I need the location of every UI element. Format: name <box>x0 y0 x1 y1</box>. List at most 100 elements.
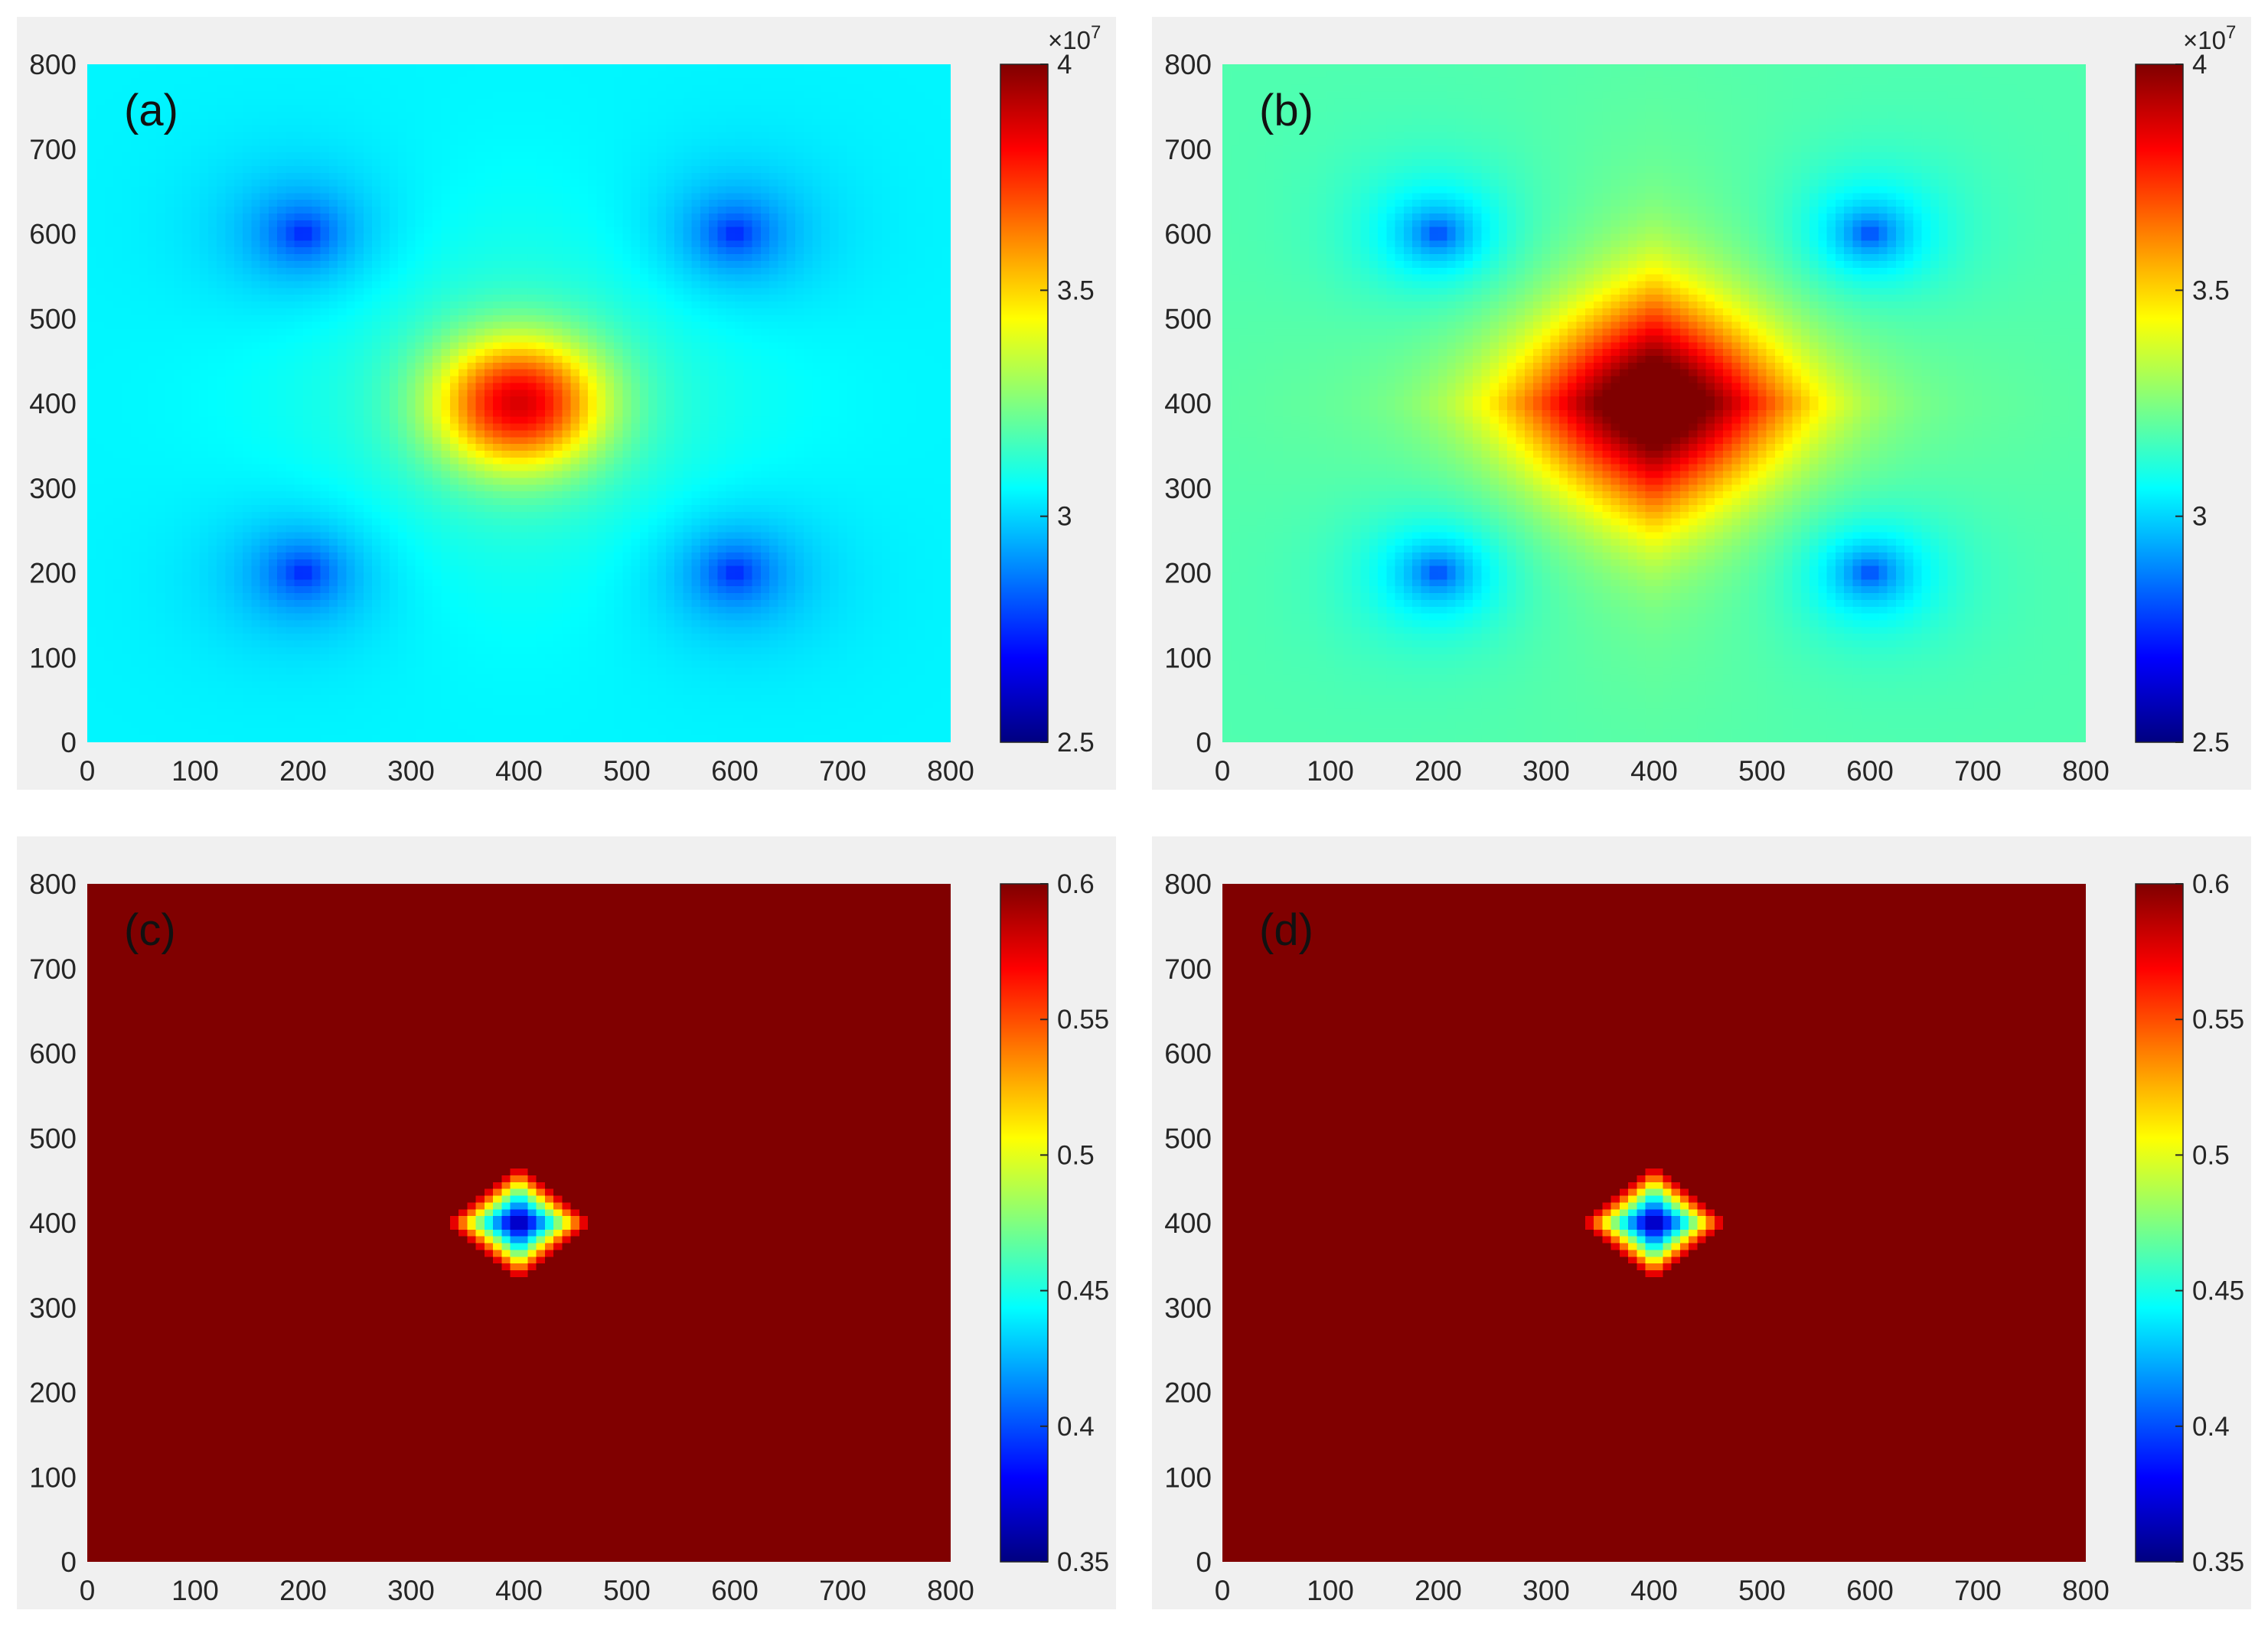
x-tick-label: 100 <box>1307 755 1354 787</box>
heatmap-panel-d: 0 100 200 300 400 500 600 700 800 0 100 200 300 400 50… <box>1152 836 2251 1609</box>
y-tick-label: 100 <box>29 642 77 673</box>
colorbar-tick-label: 0.6 <box>1057 869 1095 899</box>
y-tick-label: 300 <box>1164 473 1212 504</box>
x-tick-label: 700 <box>819 1575 866 1606</box>
colorbar-tick-label: 0.45 <box>1057 1276 1109 1306</box>
x-tick-label: 200 <box>1415 755 1462 787</box>
heatmap-svg: 0 100 200 300 400 500 600 700 800 0 100 200 300 400 50… <box>1164 869 2244 1606</box>
colorbar-tick-label: 0.35 <box>2192 1547 2244 1577</box>
x-tick-label: 0 <box>80 1575 96 1606</box>
y-tick-label: 200 <box>29 1377 77 1409</box>
x-tick-label: 400 <box>1630 1575 1678 1606</box>
y-tick-label: 500 <box>1164 1123 1212 1154</box>
y-tick-label: 600 <box>1164 1038 1212 1070</box>
y-tick-label: 0 <box>60 727 77 758</box>
y-tick-label: 700 <box>29 134 77 165</box>
x-tick-label: 0 <box>1215 755 1231 787</box>
y-tick-label: 700 <box>1164 134 1212 165</box>
x-tick-label: 600 <box>711 1575 759 1606</box>
y-tick-label: 100 <box>29 1462 77 1493</box>
heatmap-image <box>87 884 951 1562</box>
x-tick-label: 500 <box>1738 1575 1786 1606</box>
x-tick-label: 600 <box>1846 755 1894 787</box>
x-tick-label: 100 <box>171 1575 219 1606</box>
colorbar-tick-label: 0.4 <box>2192 1412 2230 1442</box>
colorbar-tick-label: 3 <box>1057 502 1072 532</box>
x-tick-label: 700 <box>1954 755 2002 787</box>
x-tick-label: 800 <box>2062 755 2110 787</box>
y-tick-label: 400 <box>1164 388 1212 419</box>
panel-label: (a) <box>124 86 178 135</box>
x-tick-label: 200 <box>1415 1575 1462 1606</box>
heatmap-image <box>1222 884 2086 1562</box>
x-tick-label: 500 <box>1738 755 1786 787</box>
x-tick-label: 400 <box>1630 755 1678 787</box>
x-tick-label: 100 <box>171 755 219 787</box>
y-tick-label: 700 <box>1164 953 1212 985</box>
colorbar-tick-label: 0.45 <box>2192 1276 2244 1306</box>
y-tick-label: 700 <box>29 953 77 985</box>
y-tick-label: 800 <box>1164 49 1212 80</box>
x-tick-label: 300 <box>1522 1575 1570 1606</box>
colorbar-tick-label: 0.55 <box>1057 1005 1109 1035</box>
x-tick-label: 100 <box>1307 1575 1354 1606</box>
y-tick-label: 600 <box>29 1038 77 1070</box>
colorbar-exponent: ×107 <box>2183 22 2236 54</box>
x-tick-label: 800 <box>927 755 974 787</box>
y-tick-label: 300 <box>29 473 77 504</box>
heatmap-svg: 0 100 200 300 400 500 600 700 800 0 100 200 300 400 50… <box>29 869 1109 1606</box>
panel-label: (c) <box>124 905 176 955</box>
colorbar <box>1000 64 1049 743</box>
heatmap-image <box>87 64 951 742</box>
y-tick-label: 600 <box>29 219 77 250</box>
y-tick-label: 500 <box>29 1123 77 1154</box>
x-tick-label: 200 <box>279 1575 327 1606</box>
heatmap-panel-b: 0 100 200 300 400 500 600 700 800 0 100 200 300 400 50… <box>1152 17 2251 790</box>
x-tick-label: 600 <box>1846 1575 1894 1606</box>
x-tick-label: 600 <box>711 755 759 787</box>
colorbar-tick-label: 0.5 <box>2192 1140 2230 1170</box>
x-tick-label: 700 <box>1954 1575 2002 1606</box>
x-tick-label: 0 <box>80 755 96 787</box>
heatmap-svg: 0 100 200 300 400 500 600 700 800 0 100 200 300 400 50… <box>1164 22 2236 787</box>
panel-label: (d) <box>1259 905 1313 955</box>
y-tick-label: 500 <box>29 303 77 334</box>
heatmap-panel-c: 0 100 200 300 400 500 600 700 800 0 100 200 300 400 50… <box>17 836 1116 1609</box>
colorbar <box>2135 64 2184 743</box>
y-tick-label: 300 <box>29 1292 77 1324</box>
panel-label: (b) <box>1259 86 1313 135</box>
y-tick-label: 0 <box>60 1547 77 1578</box>
x-tick-label: 500 <box>603 755 651 787</box>
y-tick-label: 200 <box>1164 558 1212 589</box>
x-tick-label: 800 <box>927 1575 974 1606</box>
colorbar-tick-label: 3.5 <box>1057 275 1095 305</box>
colorbar <box>2135 883 2184 1563</box>
colorbar-tick-label: 0.55 <box>2192 1005 2244 1035</box>
x-tick-label: 400 <box>495 1575 543 1606</box>
x-tick-label: 300 <box>387 1575 435 1606</box>
colorbar-tick-label: 0.5 <box>1057 1140 1095 1170</box>
y-tick-label: 400 <box>29 388 77 419</box>
colorbar-tick-label: 4 <box>2192 50 2207 80</box>
y-tick-label: 0 <box>1196 727 1212 758</box>
x-tick-label: 800 <box>2062 1575 2110 1606</box>
x-tick-label: 500 <box>603 1575 651 1606</box>
y-tick-label: 800 <box>29 49 77 80</box>
y-tick-label: 0 <box>1196 1547 1212 1578</box>
heatmap-svg: 0 100 200 300 400 500 600 700 800 0 100 200 300 400 50… <box>29 22 1101 787</box>
colorbar-tick-label: 2.5 <box>1057 728 1095 758</box>
colorbar-tick-label: 3 <box>2192 502 2207 532</box>
y-tick-label: 600 <box>1164 219 1212 250</box>
colorbar-exponent: ×107 <box>1048 22 1101 54</box>
x-tick-label: 400 <box>495 755 543 787</box>
heatmap-image <box>1222 64 2086 742</box>
y-tick-label: 200 <box>1164 1377 1212 1409</box>
y-tick-label: 800 <box>29 869 77 900</box>
colorbar <box>1000 883 1049 1563</box>
y-tick-label: 100 <box>1164 1462 1212 1493</box>
y-tick-label: 500 <box>1164 303 1212 334</box>
colorbar-tick-label: 2.5 <box>2192 728 2230 758</box>
y-tick-label: 800 <box>1164 869 1212 900</box>
y-tick-label: 200 <box>29 558 77 589</box>
x-tick-label: 700 <box>819 755 866 787</box>
